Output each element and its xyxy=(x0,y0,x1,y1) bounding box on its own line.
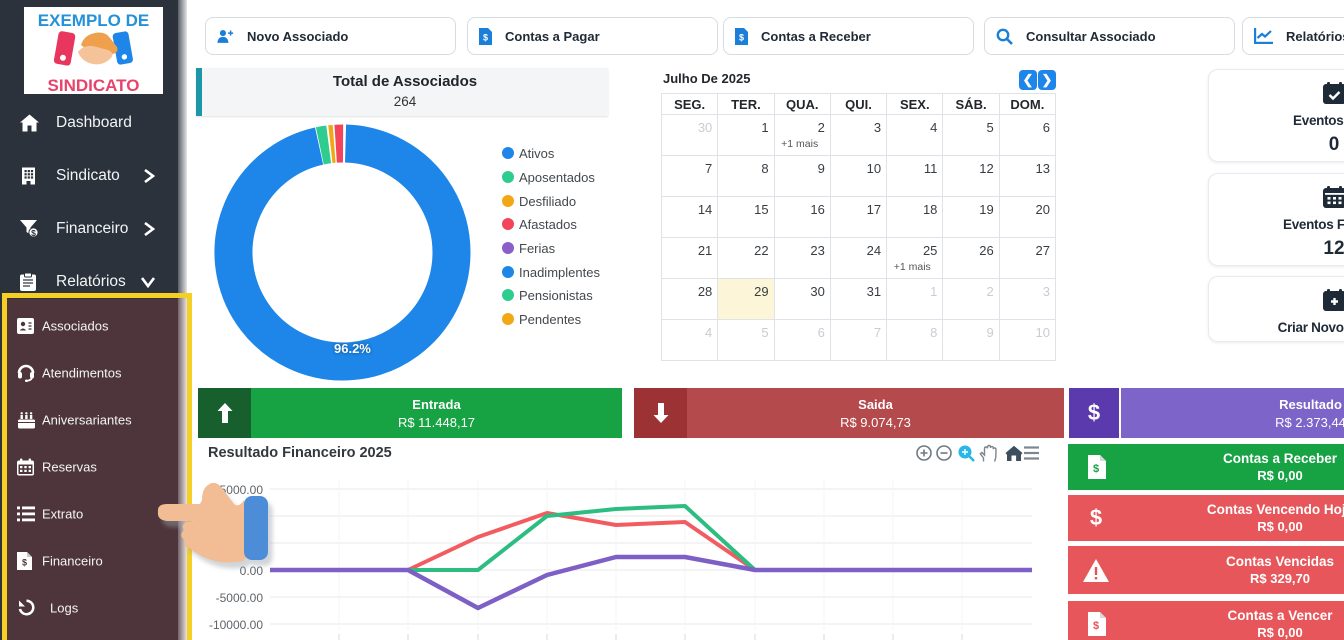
svg-text:$: $ xyxy=(483,32,488,42)
svg-text:$: $ xyxy=(1093,463,1099,475)
svg-text:$: $ xyxy=(1093,620,1099,632)
svg-text:$: $ xyxy=(22,558,27,568)
svg-text:$: $ xyxy=(31,228,36,238)
svg-text:$: $ xyxy=(739,32,744,42)
